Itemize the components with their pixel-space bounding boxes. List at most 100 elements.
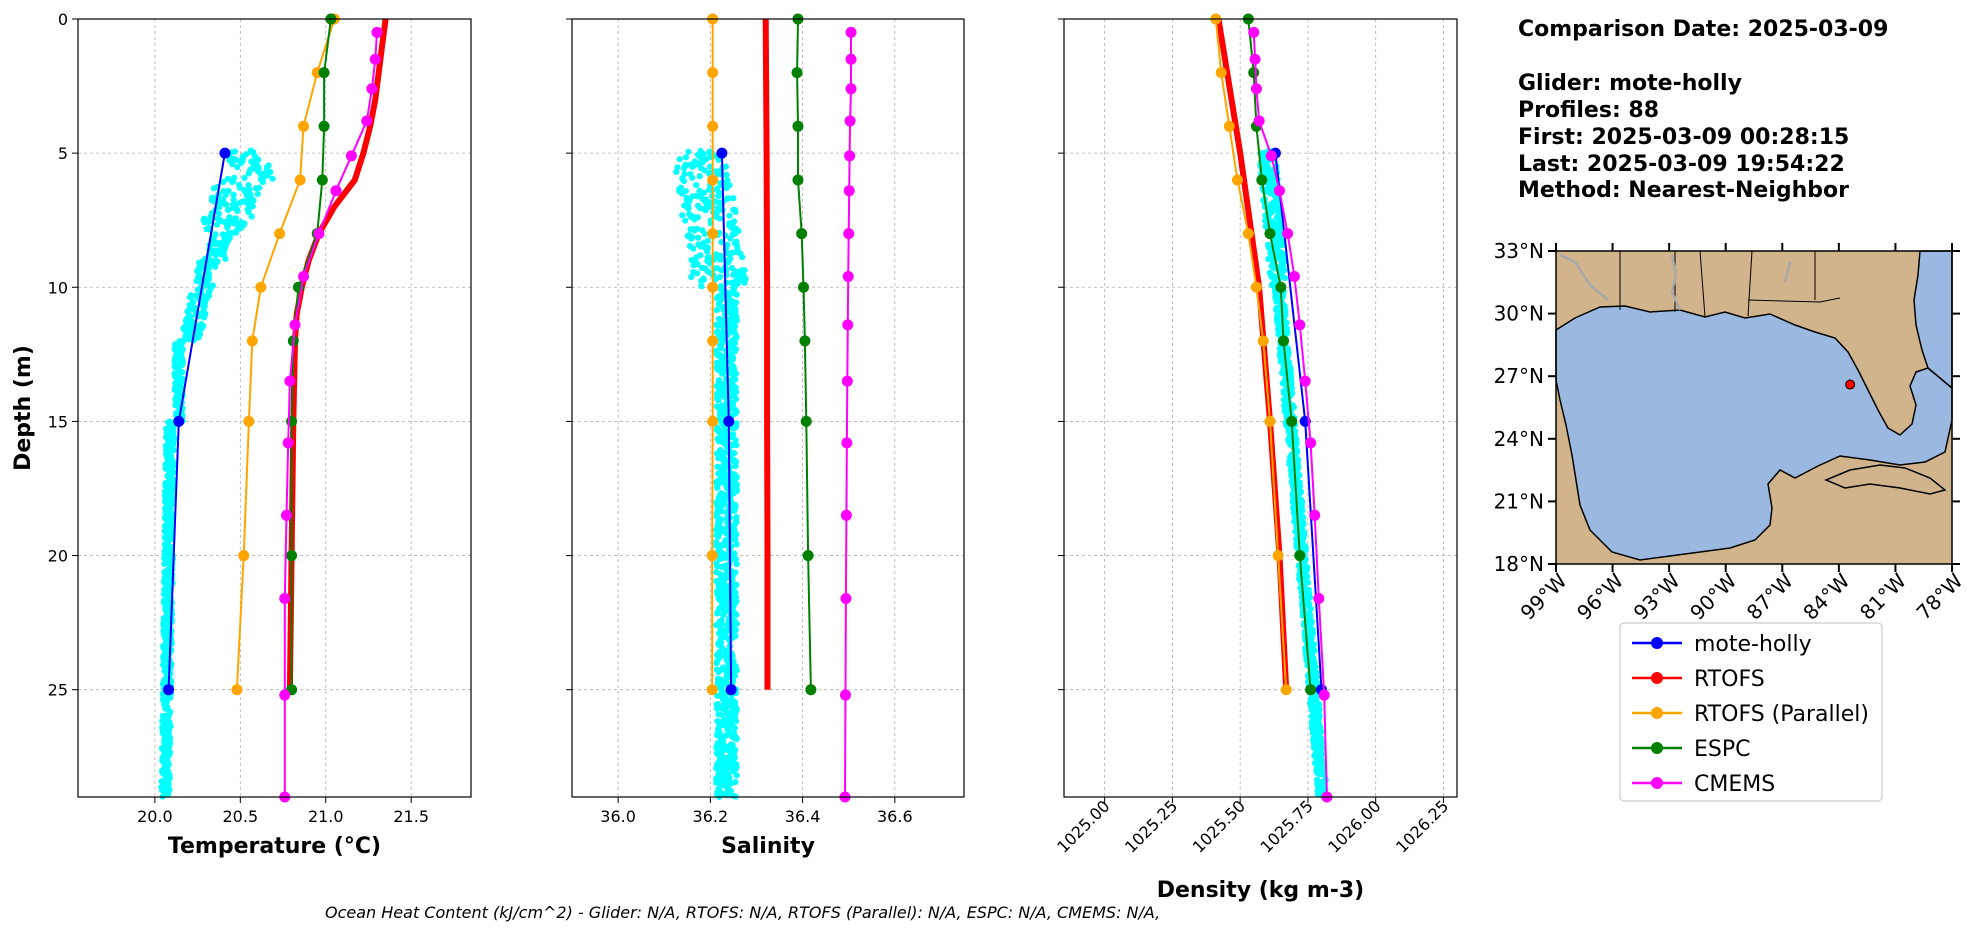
raw-point bbox=[1298, 501, 1305, 509]
series-line bbox=[290, 18, 332, 690]
raw-point bbox=[704, 237, 711, 244]
lat-label: 33°N bbox=[1494, 239, 1544, 263]
raw-point bbox=[717, 788, 724, 796]
raw-point bbox=[732, 503, 739, 510]
raw-point bbox=[697, 147, 704, 155]
series-mote-holly bbox=[163, 147, 231, 696]
raw-point bbox=[713, 577, 720, 585]
raw-point bbox=[159, 730, 167, 737]
legend-swatch-marker bbox=[1651, 777, 1663, 789]
data-point bbox=[707, 281, 719, 293]
raw-point bbox=[725, 711, 732, 718]
raw-point bbox=[213, 221, 221, 228]
raw-point bbox=[168, 536, 175, 543]
raw-point bbox=[1311, 647, 1318, 654]
raw-point bbox=[733, 772, 740, 779]
comparison-date: Comparison Date: 2025-03-09 bbox=[1518, 17, 1888, 42]
raw-glider-points bbox=[673, 147, 749, 800]
raw-point bbox=[698, 277, 705, 284]
raw-point bbox=[1265, 181, 1272, 188]
raw-point bbox=[720, 584, 727, 591]
lon-label: 99°W bbox=[1516, 568, 1572, 624]
data-point bbox=[1242, 228, 1254, 240]
raw-point bbox=[730, 608, 737, 616]
raw-point bbox=[159, 712, 167, 720]
data-point bbox=[313, 228, 325, 240]
legend-label: RTOFS (Parallel) bbox=[1694, 702, 1869, 727]
axes-frame bbox=[571, 18, 965, 798]
raw-point bbox=[217, 195, 224, 202]
data-point bbox=[706, 684, 718, 696]
raw-point bbox=[714, 608, 721, 615]
legend-item-rtofs: RTOFS bbox=[1632, 667, 1765, 692]
data-point bbox=[843, 228, 855, 240]
raw-point bbox=[236, 184, 243, 191]
raw-point bbox=[713, 622, 720, 629]
raw-point bbox=[1319, 738, 1326, 745]
raw-point bbox=[732, 536, 739, 543]
raw-point bbox=[727, 392, 735, 400]
raw-point bbox=[673, 168, 680, 176]
raw-point bbox=[1275, 308, 1282, 316]
raw-point bbox=[1278, 256, 1286, 263]
raw-point bbox=[717, 491, 724, 498]
raw-point bbox=[731, 230, 739, 237]
raw-point bbox=[1314, 711, 1321, 718]
raw-point bbox=[166, 734, 174, 741]
raw-point bbox=[204, 269, 211, 276]
raw-point bbox=[246, 186, 253, 193]
raw-point bbox=[717, 283, 724, 290]
data-point bbox=[706, 550, 718, 562]
raw-point bbox=[1311, 752, 1318, 759]
raw-point bbox=[719, 705, 726, 712]
raw-point bbox=[1280, 263, 1287, 270]
raw-point bbox=[224, 230, 232, 237]
x-tick-label: 36.2 bbox=[693, 807, 729, 826]
lat-label: 27°N bbox=[1494, 364, 1544, 388]
data-point bbox=[845, 83, 857, 95]
raw-point bbox=[160, 779, 167, 787]
data-point bbox=[1223, 120, 1235, 132]
data-point bbox=[791, 67, 803, 79]
raw-point bbox=[730, 734, 737, 741]
data-point bbox=[707, 335, 719, 347]
panel-2: 36.0 36.2 36.4 36.6 Salinity bbox=[566, 13, 965, 859]
raw-point bbox=[716, 777, 723, 785]
raw-point bbox=[688, 213, 695, 221]
raw-point bbox=[1308, 707, 1316, 714]
raw-point bbox=[689, 163, 696, 171]
raw-point bbox=[733, 541, 740, 548]
raw-point bbox=[234, 207, 241, 215]
raw-point bbox=[724, 726, 731, 733]
raw-point bbox=[1319, 763, 1326, 770]
raw-point bbox=[715, 455, 722, 462]
raw-point bbox=[207, 213, 214, 220]
raw-point bbox=[694, 234, 702, 241]
raw-point bbox=[716, 762, 723, 770]
raw-point bbox=[269, 175, 276, 182]
raw-point bbox=[1279, 241, 1286, 249]
raw-point bbox=[171, 384, 178, 391]
raw-point bbox=[713, 426, 721, 433]
data-point bbox=[1264, 228, 1276, 240]
raw-point bbox=[682, 188, 690, 195]
data-point bbox=[1215, 67, 1227, 79]
raw-point bbox=[245, 182, 252, 189]
raw-point bbox=[721, 449, 728, 456]
series-line bbox=[1214, 18, 1288, 690]
raw-point bbox=[728, 264, 735, 272]
info-block: Comparison Date: 2025-03-09 Glider: mote… bbox=[1518, 17, 1888, 203]
lon-label: 81°W bbox=[1855, 568, 1911, 624]
data-point bbox=[279, 592, 291, 604]
raw-point bbox=[698, 165, 705, 172]
raw-point bbox=[159, 725, 166, 732]
data-point bbox=[1248, 26, 1260, 38]
raw-point bbox=[730, 218, 738, 225]
raw-point bbox=[158, 787, 166, 794]
raw-point bbox=[724, 772, 731, 779]
raw-point bbox=[731, 239, 738, 247]
lat-label: 24°N bbox=[1494, 427, 1544, 451]
raw-point bbox=[724, 783, 731, 790]
data-point bbox=[1273, 185, 1285, 197]
raw-point bbox=[723, 718, 731, 725]
